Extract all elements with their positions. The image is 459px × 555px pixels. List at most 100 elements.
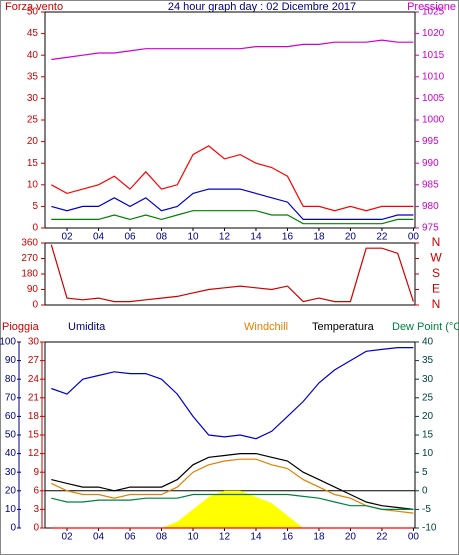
x-tick-label: 22 [376, 532, 388, 543]
y3-tick-label: 20 [5, 485, 17, 496]
x-tick-label: 04 [93, 232, 105, 243]
x-tick-label: 20 [345, 232, 357, 243]
y-tick-label: 21 [28, 392, 40, 403]
x-tick-label: 14 [250, 532, 262, 543]
y2-tick-label: N [432, 297, 441, 311]
legend-label: Dew Point (°C [392, 321, 459, 333]
y2-tick-label: 990 [422, 158, 439, 169]
y2-tick-label: 0 [422, 485, 428, 496]
series-line [51, 493, 414, 510]
y3-tick-label: 0 [10, 523, 16, 534]
x-tick-label: 10 [187, 532, 199, 543]
y2-tick-label: 975 [422, 223, 439, 234]
y2-tick-label: -5 [422, 504, 431, 515]
y2-tick-label: 25 [422, 392, 434, 403]
x-tick-label: 08 [156, 532, 168, 543]
y-tick-label: 35 [27, 71, 39, 82]
y-tick-label: 50 [27, 7, 39, 18]
y-tick-label: 18 [28, 411, 40, 422]
y3-tick-label: 100 [0, 337, 16, 348]
y2-tick-label: 980 [422, 201, 439, 212]
y-tick-label: 270 [21, 253, 38, 264]
y2-tick-label: 35 [422, 355, 434, 366]
x-tick-label: 22 [376, 232, 388, 243]
y2-tick-label: 20 [422, 411, 434, 422]
series-line [51, 188, 414, 220]
y3-tick-label: 80 [5, 374, 17, 385]
x-tick-label: 02 [61, 232, 73, 243]
plot-area [44, 11, 416, 229]
y-tick-label: 90 [27, 284, 39, 295]
rain-label: Pioggia [2, 321, 40, 333]
x-tick-label: 18 [313, 532, 325, 543]
y-tick-label: 12 [28, 448, 40, 459]
y2-tick-label: 1020 [422, 28, 445, 39]
y2-tick-label: 1025 [422, 7, 445, 18]
y-tick-label: 25 [27, 115, 39, 126]
x-tick-label: 12 [219, 532, 231, 543]
y3-tick-label: 70 [5, 392, 17, 403]
y2-tick-label: 1005 [422, 93, 445, 104]
title: 24 hour graph day : 02 Dicembre 2017 [168, 1, 356, 13]
y-tick-label: 0 [32, 223, 38, 234]
x-tick-label: 18 [313, 232, 325, 243]
pressure-label: Pressione [407, 1, 456, 13]
y3-tick-label: 60 [5, 411, 17, 422]
series-line [50, 244, 414, 303]
y2-tick-label: 1000 [422, 115, 445, 126]
series-line [51, 39, 414, 61]
y2-tick-label: 1015 [422, 50, 445, 61]
y2-tick-label: -10 [422, 523, 437, 534]
y3-tick-label: 30 [5, 467, 17, 478]
y3-tick-label: 90 [5, 355, 17, 366]
x-tick-label: 00 [408, 232, 420, 243]
y3-tick-label: 10 [5, 504, 17, 515]
plot-area [44, 242, 416, 306]
y-tick-label: 180 [21, 269, 38, 280]
area [51, 490, 414, 528]
x-tick-label: 08 [156, 232, 168, 243]
y2-tick-label: 1010 [422, 71, 445, 82]
series-line [51, 210, 414, 225]
legend-label: Windchill [244, 321, 288, 333]
y-tick-label: 0 [32, 300, 38, 311]
y-tick-label: 15 [28, 430, 40, 441]
x-tick-label: 16 [282, 532, 294, 543]
y2-tick-label: 995 [422, 136, 439, 147]
x-tick-label: 06 [124, 532, 136, 543]
y2-tick-label: 40 [422, 337, 434, 348]
y2-tick-label: 10 [422, 448, 434, 459]
y2-tick-label: 15 [422, 430, 434, 441]
y-tick-label: 9 [33, 467, 39, 478]
x-tick-label: 10 [187, 232, 199, 243]
series-line [51, 458, 414, 514]
x-tick-label: 02 [61, 532, 73, 543]
series-line [51, 145, 414, 212]
y2-tick-label: 5 [422, 467, 428, 478]
y3-tick-label: 50 [5, 430, 17, 441]
humidity-label: Umidita [68, 321, 106, 333]
x-tick-label: 04 [93, 532, 105, 543]
y-tick-label: 10 [27, 179, 39, 190]
y-tick-label: 27 [28, 355, 40, 366]
y-tick-label: 0 [33, 523, 39, 534]
y3-tick-label: 40 [5, 448, 17, 459]
y-tick-label: 45 [27, 28, 39, 39]
y2-tick-label: S [432, 266, 440, 280]
x-tick-label: 20 [345, 532, 357, 543]
y-tick-label: 20 [27, 136, 39, 147]
y-tick-label: 40 [27, 50, 39, 61]
y-tick-label: 30 [27, 93, 39, 104]
series-line [51, 453, 414, 510]
y-tick-label: 3 [33, 504, 39, 515]
y-tick-label: 360 [21, 238, 38, 249]
y-tick-label: 5 [32, 201, 38, 212]
y-tick-label: 24 [28, 374, 40, 385]
y-tick-label: 30 [28, 337, 40, 348]
x-tick-label: 00 [408, 532, 420, 543]
x-tick-label: 14 [250, 232, 262, 243]
x-tick-label: 16 [282, 232, 294, 243]
x-tick-label: 12 [219, 232, 231, 243]
series-line [51, 347, 414, 440]
